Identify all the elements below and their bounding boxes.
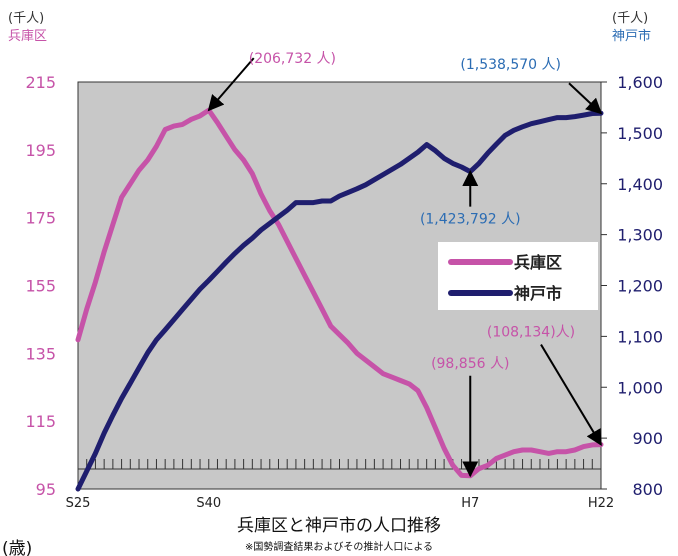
right-tick-label: 900: [632, 429, 663, 448]
right-tick-label: 1,300: [617, 226, 663, 245]
annotation-label: (108,134)人): [487, 325, 575, 341]
right-tick-label: 1,600: [617, 73, 663, 92]
legend-label-kobe: 神戸市: [514, 284, 562, 303]
series-line-kobe: [75, 110, 604, 492]
left-axis-series-label: 兵庫区: [8, 29, 47, 44]
right-axis-ticks: 1,600 1,500 1,400 1,300 1,200 1,100 1,000 900 80…: [601, 73, 663, 499]
left-tick-label: 175: [25, 209, 56, 228]
annotation-arrow: [207, 57, 255, 112]
right-tick-label: 1,000: [617, 378, 663, 397]
annotation-arrow: [540, 344, 602, 446]
legend: 兵庫区 神戸市: [438, 242, 598, 310]
chart-title: 兵庫区と神戸市の人口推移: [237, 516, 441, 536]
right-tick-label: 1,500: [617, 124, 663, 143]
left-axis-ticks: 215 195 175 155 135 115 95: [25, 73, 56, 499]
legend-box: [438, 242, 598, 310]
left-axis-unit: (千人): [8, 11, 44, 26]
annotation-label: (1,538,570 人): [460, 57, 561, 73]
x-minor-tick-strip: [77, 459, 602, 470]
left-tick-label: 155: [25, 277, 56, 296]
right-tick-label: 1,100: [617, 327, 663, 346]
left-tick-label: 195: [25, 141, 56, 160]
legend-label-hyogo: 兵庫区: [514, 253, 562, 272]
series-line-hyogo: [75, 107, 604, 479]
right-axis-unit: (千人): [612, 11, 648, 26]
annotation-label: (1,423,792 人): [420, 212, 521, 228]
x-tick-label: H7: [461, 496, 479, 511]
right-tick-label: 800: [632, 480, 663, 499]
footer-fragment: (歳): [2, 539, 32, 556]
left-tick-label: 215: [25, 73, 56, 92]
right-tick-label: 1,200: [617, 277, 663, 296]
x-tick-label: S25: [66, 496, 91, 511]
annotation-arrow: [568, 82, 603, 115]
chart-note: ※国勢調査結果およびその推計人口による: [245, 540, 433, 553]
annotations: (206,732 人) (1,538,570 人) (1,423,792 人) (98…: [207, 51, 603, 478]
x-tick-label: S40: [196, 496, 221, 511]
left-tick-label: 95: [36, 480, 56, 499]
right-axis-series-label: 神戸市: [612, 28, 651, 44]
annotation-label: (98,856 人): [431, 356, 509, 372]
left-tick-label: 135: [25, 344, 56, 363]
x-tick-label: H22: [588, 496, 614, 511]
right-tick-label: 1,400: [617, 175, 663, 194]
x-axis-ticks: S25 S40 H7 H22: [66, 496, 615, 511]
annotation-label: (206,732 人): [249, 51, 336, 67]
left-tick-label: 115: [25, 412, 56, 431]
